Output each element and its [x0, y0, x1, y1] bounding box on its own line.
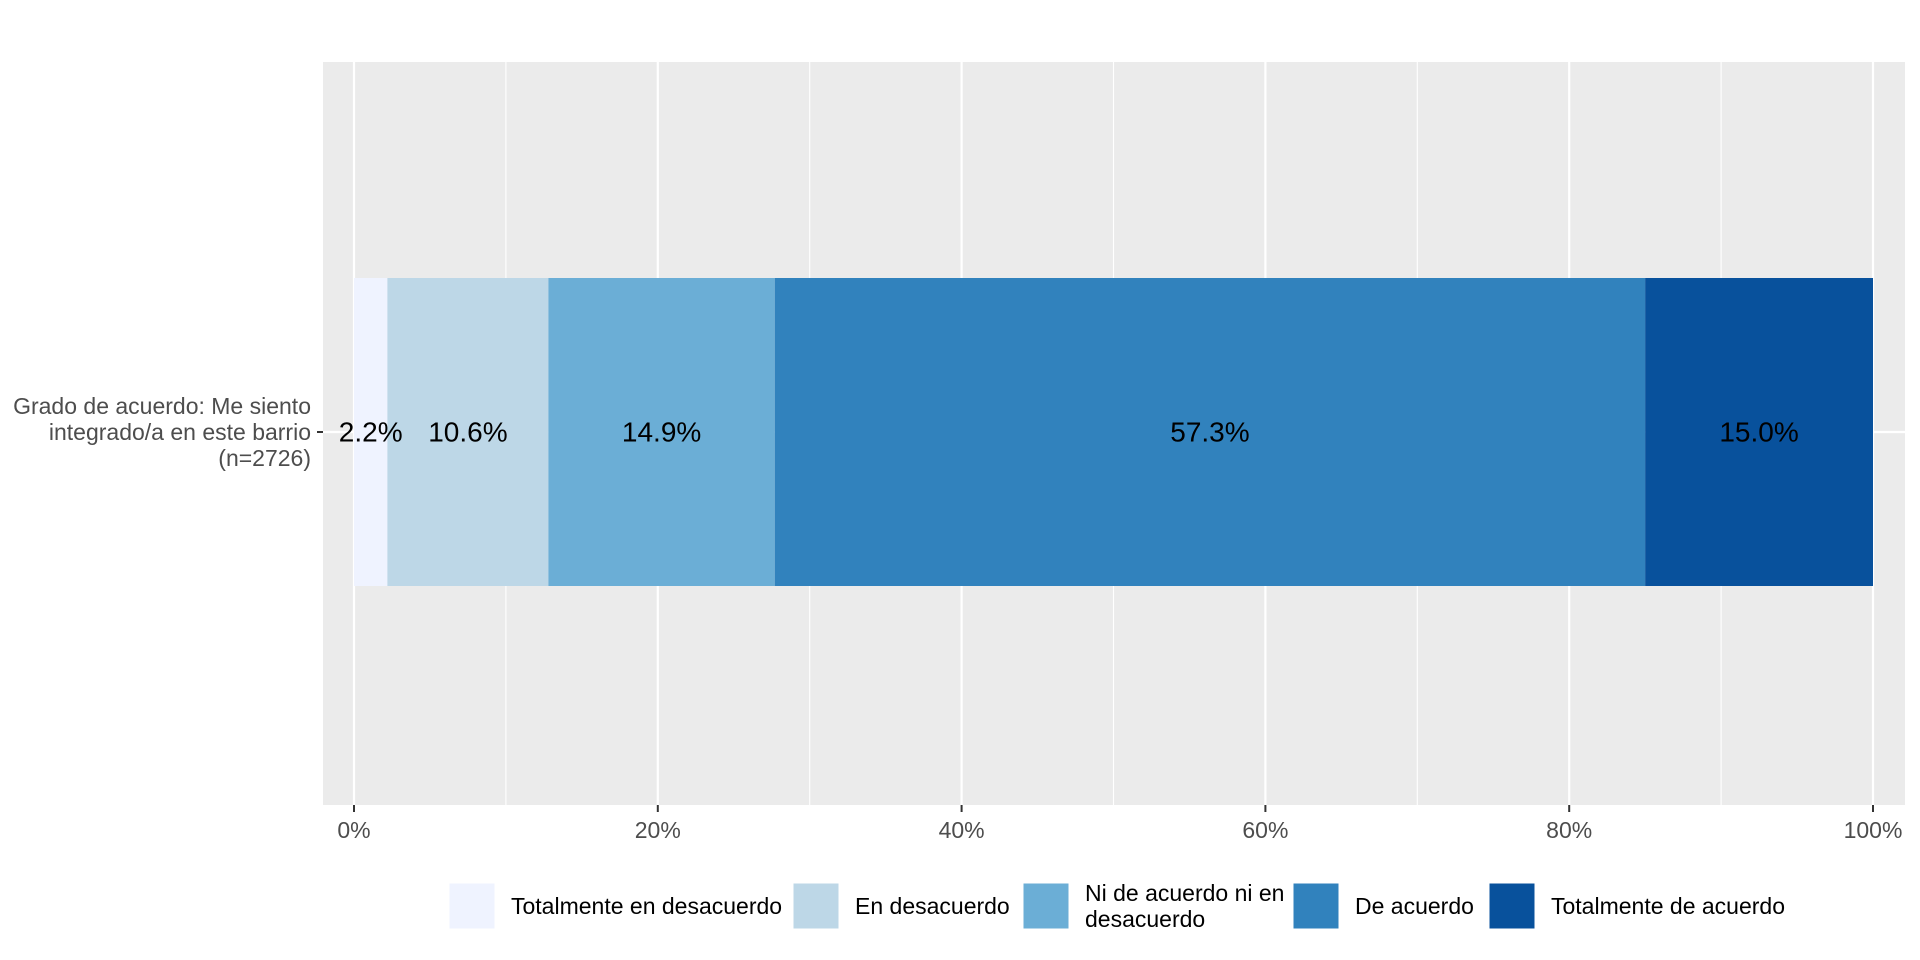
x-tick-label: 60%: [1242, 817, 1288, 843]
bar-segment: [354, 278, 388, 586]
x-tick-label: 80%: [1546, 817, 1592, 843]
legend-label: Totalmente en desacuerdo: [511, 893, 782, 919]
legend-label: desacuerdo: [1085, 906, 1205, 932]
bar-segment: [548, 278, 775, 586]
legend-key: [1022, 882, 1070, 930]
bar-segment: [1645, 278, 1873, 586]
x-axis: 0% 20% 40% 60% 80% 100%: [337, 805, 1902, 843]
stacked-bars: [354, 278, 1873, 586]
legend-key: [448, 882, 496, 930]
y-tick-label: integrado/a en este barrio: [49, 419, 311, 445]
x-tick-label: 40%: [939, 817, 985, 843]
bar-value-labels: 2.2% 10.6% 14.9% 57.3% 15.0%: [339, 417, 1799, 448]
bar-value-label: 2.2%: [339, 417, 403, 448]
bar-segment: [387, 278, 549, 586]
x-tick-label: 0%: [337, 817, 370, 843]
legend-label: Totalmente de acuerdo: [1551, 893, 1785, 919]
legend-key: [1488, 882, 1536, 930]
x-tick-label: 100%: [1844, 817, 1903, 843]
bar-segment: [774, 278, 1646, 586]
y-tick-label: Grado de acuerdo: Me siento: [13, 393, 311, 419]
bar-value-label: 14.9%: [622, 417, 701, 448]
legend-key: [1292, 882, 1340, 930]
legend-key: [792, 882, 840, 930]
bar-value-label: 57.3%: [1170, 417, 1249, 448]
bar-value-label: 10.6%: [428, 417, 507, 448]
y-tick-label: (n=2726): [218, 445, 311, 471]
legend: Totalmente en desacuerdo En desacuerdo Ni …: [448, 880, 1785, 932]
legend-label: De acuerdo: [1355, 893, 1474, 919]
bar-value-label: 15.0%: [1719, 417, 1798, 448]
legend-label: En desacuerdo: [855, 893, 1010, 919]
legend-label: Ni de acuerdo ni en: [1085, 880, 1284, 906]
x-tick-label: 20%: [635, 817, 681, 843]
